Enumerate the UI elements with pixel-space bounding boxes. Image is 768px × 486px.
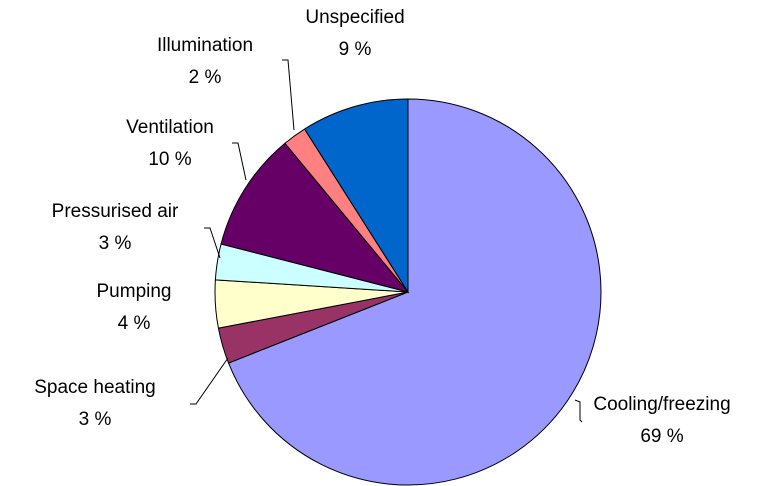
slice-label: Pressurised air (52, 201, 179, 222)
slice-label: Illumination (157, 35, 253, 56)
slice-label: Cooling/freezing (593, 394, 730, 415)
pie-slice (220, 142, 410, 293)
slice-label: Space heating (34, 377, 156, 398)
leader-line (204, 227, 221, 259)
slice-value-label: 9 % (339, 39, 372, 60)
leader-line (574, 399, 583, 423)
slice-value-label: 4 % (118, 313, 151, 334)
slice-label: Ventilation (126, 117, 214, 138)
slice-value-label: 2 % (189, 67, 222, 88)
slice-value-label: 3 % (99, 233, 132, 254)
slice-value-label: 3 % (79, 409, 112, 430)
pie-slice (303, 98, 409, 294)
slice-value-label: 69 % (640, 426, 683, 447)
slice-value-label: 10 % (148, 149, 191, 170)
slice-label: Unspecified (305, 7, 404, 28)
pie-slice (227, 98, 602, 486)
leader-line (232, 142, 247, 181)
slice-label: Pumping (97, 281, 172, 302)
leader-line (190, 357, 229, 405)
leader-line (282, 59, 295, 131)
